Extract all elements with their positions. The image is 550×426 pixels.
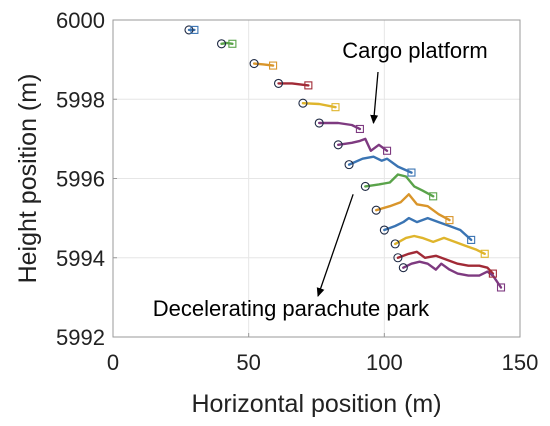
end-marker-1 <box>190 25 199 34</box>
series-line-9 <box>364 173 435 198</box>
series-line-10 <box>375 193 451 222</box>
start-marker-3 <box>249 59 259 69</box>
start-marker-8 <box>344 160 354 170</box>
annotation-cargo-platform: Cargo platform <box>342 38 488 63</box>
end-marker-11 <box>467 235 476 244</box>
x-tick-label: 0 <box>107 350 119 375</box>
start-marker-14 <box>398 263 408 273</box>
series-line-3 <box>252 62 275 67</box>
series-line-13 <box>396 250 495 275</box>
start-marker-9 <box>360 181 370 191</box>
start-marker-7 <box>333 140 343 150</box>
annotation-parachute-arrow <box>316 194 354 297</box>
y-axis-label: Height position (m) <box>14 74 42 284</box>
series-line-11 <box>383 216 473 242</box>
series-line-6 <box>318 121 362 131</box>
y-tick-label: 5992 <box>56 325 105 350</box>
end-marker-10 <box>445 216 454 225</box>
series-line-14 <box>402 260 503 289</box>
end-marker-3 <box>269 61 278 70</box>
start-marker-13 <box>393 253 403 263</box>
start-marker-11 <box>379 225 389 235</box>
start-marker-6 <box>314 118 324 128</box>
end-marker-6 <box>355 124 364 134</box>
annotation-decelerating-parachute-park: Decelerating parachute park <box>153 296 430 321</box>
end-marker-13 <box>488 269 497 278</box>
y-tick-label: 5996 <box>56 167 105 192</box>
grid-lines <box>112 19 521 338</box>
x-tick-label: 50 <box>236 350 260 375</box>
end-marker-14 <box>496 283 506 292</box>
marker-layer <box>184 25 506 292</box>
end-marker-9 <box>429 192 438 201</box>
series-line-2 <box>220 41 234 45</box>
start-marker-2 <box>216 39 227 49</box>
series-line-5 <box>301 102 337 109</box>
start-marker-12 <box>390 239 400 249</box>
end-marker-8 <box>407 168 416 177</box>
end-marker-12 <box>480 249 489 258</box>
y-tick-label: 6000 <box>56 8 105 33</box>
end-marker-5 <box>331 103 340 112</box>
x-tick-label: 150 <box>502 350 539 375</box>
start-marker-10 <box>371 205 381 215</box>
start-marker-1 <box>184 25 194 35</box>
y-tick-label: 5998 <box>56 87 105 112</box>
annotation-cargo-arrow <box>370 71 379 125</box>
x-axis-label: Horizontal position (m) <box>191 390 441 418</box>
series-line-8 <box>347 155 413 174</box>
series-line-7 <box>337 137 389 152</box>
series-layer <box>187 28 503 289</box>
end-marker-4 <box>304 81 313 90</box>
y-ticks: 5992 5994 5996 5998 6000 <box>56 8 117 350</box>
x-tick-label: 100 <box>366 350 403 375</box>
x-ticks: 0 50 100 150 <box>107 333 538 375</box>
start-marker-5 <box>298 98 308 108</box>
end-marker-7 <box>382 146 392 155</box>
start-marker-4 <box>273 78 284 88</box>
end-marker-2 <box>228 39 237 48</box>
y-tick-label: 5994 <box>56 246 105 271</box>
series-line-12 <box>394 234 486 255</box>
